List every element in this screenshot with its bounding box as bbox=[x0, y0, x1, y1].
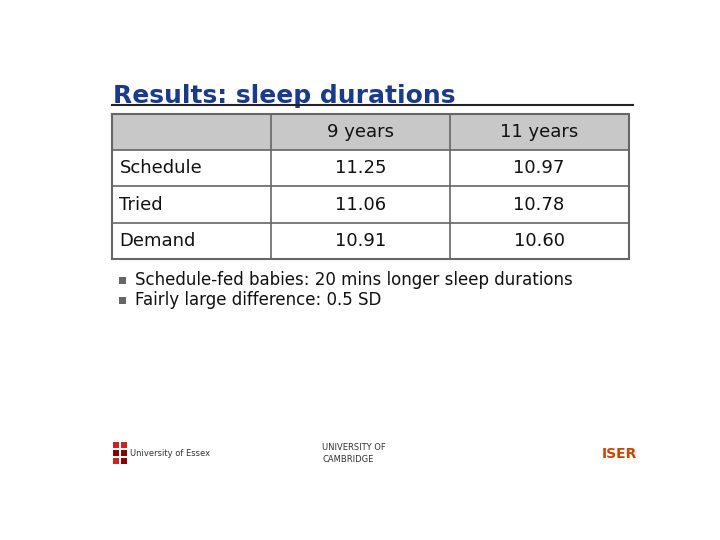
Bar bbox=[449, 150, 629, 186]
Bar bbox=[121, 457, 127, 464]
Text: 10.97: 10.97 bbox=[513, 159, 564, 177]
Text: 10.78: 10.78 bbox=[513, 195, 564, 213]
Text: Demand: Demand bbox=[120, 232, 196, 249]
Text: University of Essex: University of Essex bbox=[130, 449, 210, 458]
Bar bbox=[119, 277, 126, 284]
Bar bbox=[113, 450, 120, 456]
Text: 11.06: 11.06 bbox=[335, 195, 386, 213]
Bar bbox=[121, 442, 127, 448]
Bar bbox=[112, 150, 271, 186]
Text: 10.60: 10.60 bbox=[513, 232, 564, 249]
Text: Schedule: Schedule bbox=[120, 159, 202, 177]
Bar bbox=[113, 457, 120, 464]
Bar bbox=[271, 222, 449, 259]
Bar bbox=[271, 150, 449, 186]
Text: 10.91: 10.91 bbox=[335, 232, 386, 249]
Bar bbox=[449, 114, 629, 150]
Text: Schedule-fed babies: 20 mins longer sleep durations: Schedule-fed babies: 20 mins longer slee… bbox=[135, 272, 572, 289]
Bar bbox=[271, 186, 449, 222]
Text: UNIVERSITY OF
CAMBRIDGE: UNIVERSITY OF CAMBRIDGE bbox=[323, 443, 386, 464]
Bar bbox=[121, 450, 127, 456]
Text: Fairly large difference: 0.5 SD: Fairly large difference: 0.5 SD bbox=[135, 292, 382, 309]
Text: 11.25: 11.25 bbox=[335, 159, 386, 177]
Bar bbox=[112, 186, 271, 222]
Bar bbox=[449, 186, 629, 222]
Text: 11 years: 11 years bbox=[500, 123, 578, 141]
Bar bbox=[113, 442, 120, 448]
Bar bbox=[271, 114, 449, 150]
Bar bbox=[112, 114, 629, 259]
Bar bbox=[112, 114, 271, 150]
Text: 9 years: 9 years bbox=[327, 123, 394, 141]
Text: Results: sleep durations: Results: sleep durations bbox=[113, 84, 456, 108]
Bar bbox=[119, 297, 126, 304]
Bar bbox=[112, 222, 271, 259]
Text: ISER: ISER bbox=[601, 447, 637, 461]
Bar bbox=[449, 222, 629, 259]
Text: Tried: Tried bbox=[120, 195, 163, 213]
